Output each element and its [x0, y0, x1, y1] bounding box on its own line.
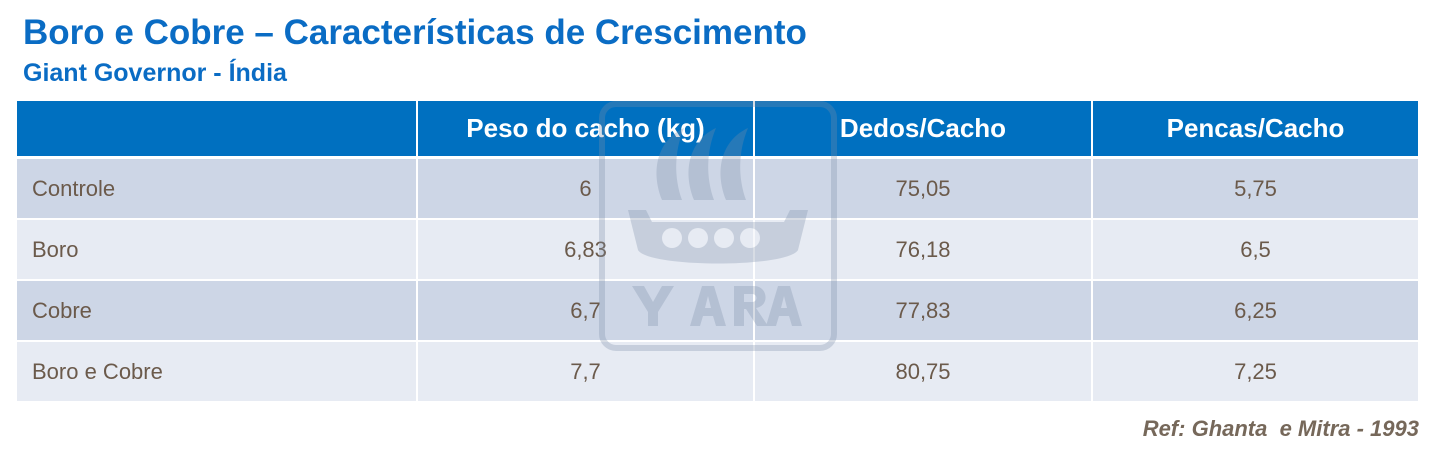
table-row-label: Cobre — [17, 281, 418, 342]
table-cell: 5,75 — [1093, 159, 1418, 220]
table-cell: 6,5 — [1093, 220, 1418, 281]
table-header-pencas: Pencas/Cacho — [1093, 101, 1418, 159]
table-cell: 6,83 — [418, 220, 755, 281]
table-cell: 75,05 — [755, 159, 1093, 220]
table-header-peso: Peso do cacho (kg) — [418, 101, 755, 159]
table-row-label: Boro e Cobre — [17, 342, 418, 403]
table-row-label: Boro — [17, 220, 418, 281]
table-header-dedos: Dedos/Cacho — [755, 101, 1093, 159]
table-cell: 7,7 — [418, 342, 755, 403]
table-header-empty — [17, 101, 418, 159]
table-cell: 7,25 — [1093, 342, 1418, 403]
table-cell: 80,75 — [755, 342, 1093, 403]
table-cell: 76,18 — [755, 220, 1093, 281]
page-title: Boro e Cobre – Características de Cresci… — [23, 13, 807, 52]
results-table: Peso do cacho (kg) Dedos/Cacho Pencas/Ca… — [17, 101, 1418, 403]
page-subtitle: Giant Governor - Índia — [23, 59, 287, 87]
table-cell: 6,25 — [1093, 281, 1418, 342]
table-row-label: Controle — [17, 159, 418, 220]
table-cell: 77,83 — [755, 281, 1093, 342]
reference-note: Ref: Ghanta e Mitra - 1993 — [1142, 416, 1419, 441]
table-cell: 6,7 — [418, 281, 755, 342]
table-cell: 6 — [418, 159, 755, 220]
